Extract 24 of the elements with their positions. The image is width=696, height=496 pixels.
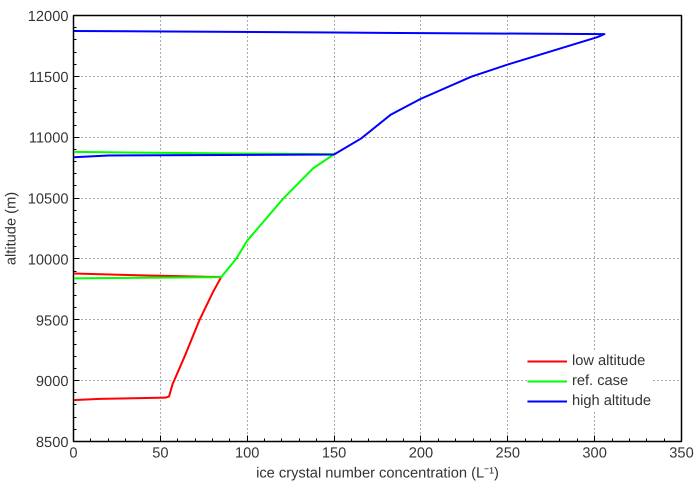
x-tick-label: 150 xyxy=(322,446,346,462)
x-tick-label: 0 xyxy=(69,446,78,462)
x-tick-label: 300 xyxy=(582,446,607,462)
line-series xyxy=(74,272,222,402)
y-tick-label: 9500 xyxy=(36,313,69,330)
x-tick-label: 350 xyxy=(669,446,694,462)
y-tick-label: 12000 xyxy=(28,9,69,25)
line-series xyxy=(74,150,336,280)
line-series xyxy=(74,30,606,158)
y-tick-label: 10500 xyxy=(28,192,69,208)
legend-label: high altitude xyxy=(572,393,651,409)
y-tick-label: 11500 xyxy=(28,70,69,86)
x-tick-label: 50 xyxy=(152,446,169,462)
x-tick-label: 200 xyxy=(408,446,434,462)
x-tick-label: 250 xyxy=(496,446,520,462)
y-tick-label: 9000 xyxy=(36,374,69,390)
y-tick-label: 8500 xyxy=(36,435,69,451)
legend-label: low altitude xyxy=(572,353,646,369)
y-axis-title: altitude (m) xyxy=(4,192,20,266)
y-tick-label: 10000 xyxy=(28,252,69,268)
y-tick-label: 11000 xyxy=(28,130,69,147)
legend-label: ref. case xyxy=(572,373,628,389)
x-tick-label: 100 xyxy=(234,446,260,462)
x-axis-title: ice crystal number concentration (L⁻¹) xyxy=(256,466,499,482)
